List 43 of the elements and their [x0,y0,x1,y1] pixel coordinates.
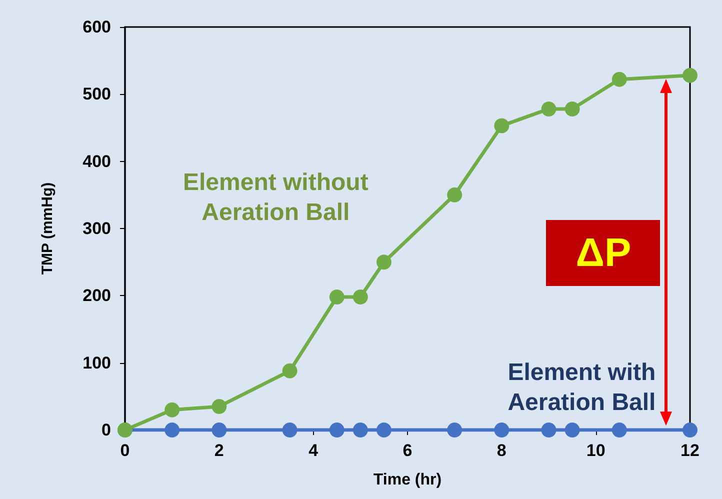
point [164,422,180,438]
point [376,254,392,270]
point [212,398,227,414]
point [494,118,510,134]
point [352,422,368,438]
point [494,422,510,438]
point [612,72,627,87]
point [682,68,698,83]
y-tick-label: 600 [82,18,111,36]
point [329,422,344,438]
point [447,422,462,438]
y-tick-label: 300 [82,219,111,238]
point [612,422,627,438]
point [564,422,580,438]
point [447,187,462,202]
x-tick-label: 8 [496,441,506,460]
x-tick-label: 6 [402,441,412,460]
point [282,363,298,378]
y-axis-title: TMP (mmHg) [39,182,56,275]
x-tick-label: 4 [308,441,319,460]
point [541,101,556,116]
point [329,290,344,305]
point [212,422,227,438]
y-tick-label: 100 [82,353,111,372]
y-tick-label: 200 [82,286,111,306]
point [564,101,580,116]
annotation: ΔP [546,220,660,286]
x-axis-title: Time (hr) [373,472,442,488]
series-label: Element without Aeration Ball [182,168,368,228]
x-tick-label: 12 [680,441,700,460]
point [541,422,556,438]
point [682,422,698,438]
point [164,402,180,418]
x-tick-label: 10 [586,441,606,460]
y-tick-label: 500 [82,84,111,104]
y-tick-label: 0 [102,420,111,440]
x-tick-label: 2 [214,441,224,460]
series-label: Element with Aeration Ball [508,358,656,418]
x-tick-label: 0 [120,441,130,460]
point [376,422,392,438]
point [282,422,298,438]
point [352,290,368,305]
y-tick-label: 400 [82,152,111,171]
